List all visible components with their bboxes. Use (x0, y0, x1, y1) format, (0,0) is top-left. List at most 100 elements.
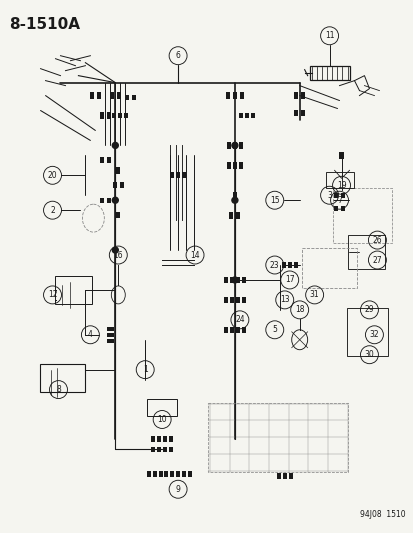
Bar (176, 172, 180, 179)
Bar (288, 473, 292, 479)
Bar (333, 193, 337, 198)
Bar (90, 92, 94, 99)
Bar (294, 92, 297, 99)
Text: 15: 15 (269, 196, 279, 205)
Bar (116, 212, 120, 218)
Text: 32: 32 (369, 330, 378, 340)
Text: 2: 2 (50, 206, 55, 215)
Bar (223, 297, 228, 303)
Bar (107, 339, 114, 343)
Bar (107, 198, 111, 203)
Text: 6: 6 (175, 51, 180, 60)
Bar (116, 167, 120, 174)
Text: 27: 27 (372, 255, 381, 264)
Bar (157, 447, 161, 452)
Text: 19: 19 (336, 181, 346, 190)
Bar (294, 109, 297, 116)
Bar (151, 447, 155, 452)
Bar (332, 188, 392, 243)
Bar (239, 92, 243, 99)
Text: 94J08  1510: 94J08 1510 (359, 510, 404, 519)
Bar (176, 471, 180, 477)
Bar (235, 277, 239, 283)
Bar (293, 262, 297, 268)
Text: 20: 20 (47, 171, 57, 180)
Circle shape (231, 277, 237, 283)
Bar (229, 277, 233, 283)
Bar (112, 112, 116, 118)
Bar (301, 248, 356, 288)
Bar (338, 152, 343, 159)
Bar (116, 92, 121, 99)
Bar (300, 92, 304, 99)
Bar (233, 192, 236, 199)
Bar (109, 92, 114, 99)
Bar (107, 333, 114, 337)
Text: 29: 29 (364, 305, 373, 314)
Bar (170, 172, 174, 179)
Bar (235, 327, 239, 333)
Text: 1: 1 (142, 365, 147, 374)
Bar (163, 447, 167, 452)
Bar (233, 142, 236, 149)
Text: 26: 26 (372, 236, 381, 245)
Bar (170, 471, 174, 477)
Text: 14: 14 (190, 251, 199, 260)
Circle shape (231, 142, 237, 148)
Bar (235, 297, 239, 303)
Text: 12: 12 (47, 290, 57, 300)
Bar (169, 447, 173, 452)
Bar (157, 437, 161, 442)
Text: 8-1510A: 8-1510A (9, 17, 79, 32)
Bar (100, 198, 104, 203)
Bar (225, 92, 229, 99)
Bar (100, 112, 104, 119)
Bar (287, 262, 291, 268)
Text: 23: 23 (269, 261, 279, 270)
Bar (238, 142, 242, 149)
Bar (340, 193, 344, 198)
Bar (226, 162, 230, 169)
Bar (118, 112, 122, 118)
Bar (207, 402, 347, 472)
Circle shape (112, 142, 118, 148)
Bar (229, 297, 233, 303)
Bar (182, 471, 185, 477)
Bar (300, 109, 304, 116)
Text: 3: 3 (326, 191, 331, 200)
Text: 31: 31 (309, 290, 319, 300)
Bar (107, 327, 114, 331)
Text: 11: 11 (324, 31, 334, 41)
Bar (325, 172, 353, 188)
Bar (107, 112, 111, 119)
Bar (163, 437, 167, 442)
Bar (276, 473, 280, 479)
Bar (107, 157, 111, 163)
Text: 10: 10 (157, 415, 166, 424)
Bar (236, 212, 240, 219)
Text: 7: 7 (336, 196, 341, 205)
Text: 16: 16 (113, 251, 123, 260)
Bar (340, 206, 344, 211)
Bar (226, 142, 230, 149)
Bar (241, 297, 245, 303)
Bar (182, 172, 185, 179)
Text: 24: 24 (235, 316, 244, 324)
Bar (113, 182, 116, 188)
Circle shape (112, 197, 118, 203)
Bar (124, 95, 128, 100)
Bar (131, 95, 135, 100)
Bar (238, 162, 242, 169)
Bar (250, 112, 254, 118)
Bar (241, 327, 245, 333)
Bar (241, 277, 245, 283)
Text: 8: 8 (56, 385, 61, 394)
Bar (153, 471, 157, 477)
Bar (119, 182, 123, 188)
Bar (147, 471, 151, 477)
Text: 9: 9 (175, 484, 180, 494)
Bar (333, 206, 337, 211)
Bar (164, 471, 168, 477)
Bar (233, 162, 236, 169)
Bar (40, 364, 85, 392)
